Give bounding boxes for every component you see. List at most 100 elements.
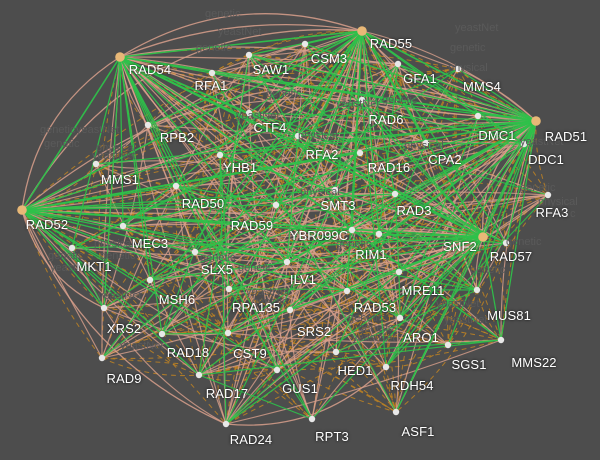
graph-edge (71, 135, 299, 249)
graph-node-saw1[interactable] (245, 51, 253, 59)
graph-node-cpa2[interactable] (422, 139, 430, 147)
graph-edge (119, 56, 401, 319)
graph-node-rad16[interactable] (356, 149, 364, 157)
graph-node-mms22[interactable] (497, 336, 505, 344)
graph-edge (21, 209, 278, 371)
graph-node-rad6[interactable] (358, 96, 366, 104)
graph-node-snf2[interactable] (478, 232, 488, 242)
graph-node-mus81[interactable] (473, 286, 481, 294)
graph-node-gus1[interactable] (273, 366, 281, 374)
graph-node-ybr099c[interactable] (348, 226, 356, 234)
graph-node-mec3[interactable] (119, 222, 127, 230)
graph-edge (227, 332, 337, 353)
graph-node-mms4[interactable] (454, 65, 462, 73)
graph-node-gfa1[interactable] (394, 60, 402, 68)
graph-node-rpa135[interactable] (225, 285, 233, 293)
graph-edge (361, 99, 537, 122)
graph-edge (119, 56, 478, 291)
graph-edge (276, 236, 484, 371)
graph-node-mkt1[interactable] (68, 244, 76, 252)
graph-node-rad54[interactable] (115, 52, 125, 62)
graph-node-smt3[interactable] (331, 186, 339, 194)
graph-node-rad51[interactable] (531, 116, 541, 126)
graph-edge (225, 339, 502, 425)
graph-node-rad53[interactable] (343, 287, 351, 295)
graph-edge (361, 30, 525, 145)
graph-edge (395, 236, 484, 413)
graph-edge (119, 56, 177, 187)
graph-edge (217, 332, 229, 425)
graph-node-mre11[interactable] (395, 268, 403, 276)
graph-node-hed1[interactable] (332, 348, 340, 356)
graph-edge (453, 68, 484, 238)
graph-edge (194, 236, 484, 253)
graph-node-csm3[interactable] (301, 40, 309, 48)
graph-node-rim1[interactable] (375, 230, 383, 238)
graph-node-ctf4[interactable] (245, 109, 253, 117)
graph-edge (225, 289, 478, 425)
graph-node-rad55[interactable] (357, 26, 367, 36)
graph-node-slx5[interactable] (191, 248, 199, 256)
graph-edge (161, 112, 250, 335)
graph-node-rad3[interactable] (391, 190, 399, 198)
graph-edge (71, 247, 105, 309)
graph-edge (161, 309, 291, 335)
graph-node-rfa3[interactable] (544, 191, 552, 199)
graph-edge (161, 332, 229, 335)
graph-node-mms1[interactable] (92, 160, 100, 168)
graph-node-xrs2[interactable] (100, 304, 108, 312)
graph-edge (71, 99, 363, 249)
graph-node-rad9[interactable] (98, 354, 106, 362)
graph-node-ddc1[interactable] (520, 140, 528, 148)
graph-node-msh6[interactable] (146, 276, 154, 284)
graph-edge (361, 30, 507, 244)
graph-node-aro1[interactable] (396, 314, 404, 322)
graph-node-cst9[interactable] (224, 329, 232, 337)
graph-node-rpb2[interactable] (144, 121, 152, 129)
graph-node-rad24[interactable] (222, 420, 230, 428)
graph-edge (361, 30, 537, 122)
graph-node-rad52[interactable] (17, 205, 27, 215)
graph-edge (21, 209, 288, 263)
graph-edge (119, 56, 479, 117)
graph-node-rad50[interactable] (172, 182, 180, 190)
yeastnet-edges (21, 30, 549, 425)
graph-edge (304, 43, 396, 195)
graph-node-dmc1[interactable] (474, 112, 482, 120)
graph-edge (175, 185, 227, 425)
graph-node-sgs1[interactable] (444, 341, 452, 349)
graph-edge (227, 332, 387, 368)
graph-edge (395, 120, 537, 413)
graph-edge (378, 63, 399, 235)
graph-node-rad57[interactable] (502, 239, 510, 247)
graph-edge (21, 191, 277, 211)
graph-edge (219, 154, 230, 290)
graph-node-srs2[interactable] (286, 306, 294, 314)
graph-node-rfa1[interactable] (208, 69, 216, 77)
graph-node-rad59[interactable] (272, 201, 280, 209)
graph-edge (21, 209, 484, 238)
graph-node-rad17[interactable] (195, 371, 203, 379)
graph-edge (505, 120, 537, 244)
graph-node-yhb1[interactable] (216, 151, 224, 159)
graph-node-asf1[interactable] (392, 408, 400, 416)
graph-edge (311, 236, 484, 420)
graph-edge (161, 333, 200, 376)
graph-edge (147, 43, 306, 126)
graph-edge (359, 152, 396, 195)
graph-node-rfa2[interactable] (294, 132, 302, 140)
graph-edge (248, 30, 363, 56)
graph-edge (228, 288, 313, 420)
graph-node-rdh54[interactable] (382, 363, 390, 371)
graph-node-rpt3[interactable] (308, 415, 316, 423)
graph-edge (361, 30, 537, 122)
graph-node-rad18[interactable] (158, 330, 166, 338)
graph-node-ilv1[interactable] (283, 258, 291, 266)
graph-edge (21, 209, 229, 334)
graph-edge (227, 332, 502, 343)
graph-edge (397, 63, 525, 145)
graph-edge (311, 236, 484, 420)
graph-edge (219, 154, 227, 425)
